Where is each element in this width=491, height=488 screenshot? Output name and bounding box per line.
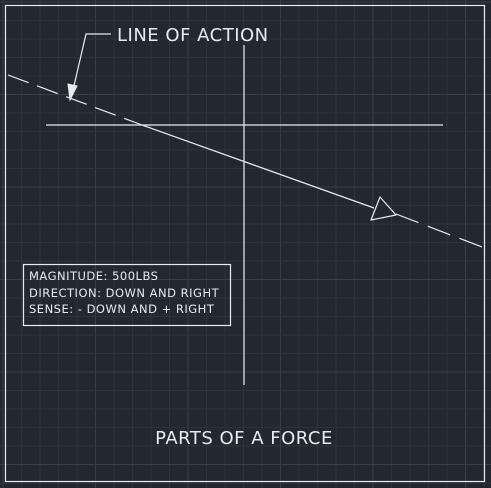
diagram-title: PARTS OF A FORCE (155, 428, 333, 449)
line-of-action-dashed-left (7, 74, 143, 126)
info-sense: SENSE: - DOWN AND + RIGHT (29, 302, 215, 316)
force-vector-line (141, 124, 375, 209)
info-box: MAGNITUDE: 500LBS DIRECTION: DOWN AND RI… (22, 263, 232, 327)
leader-line (72, 33, 111, 91)
leader-label: LINE OF ACTION (117, 25, 269, 46)
info-box-frame (22, 263, 232, 327)
line-of-action-dashed-right (395, 213, 483, 248)
force-arrowhead (370, 196, 397, 221)
leader-arrowhead (67, 83, 78, 102)
info-direction: DIRECTION: DOWN AND RIGHT (29, 286, 220, 300)
info-magnitude: MAGNITUDE: 500LBS (29, 269, 158, 283)
drawing-border (4, 4, 486, 483)
